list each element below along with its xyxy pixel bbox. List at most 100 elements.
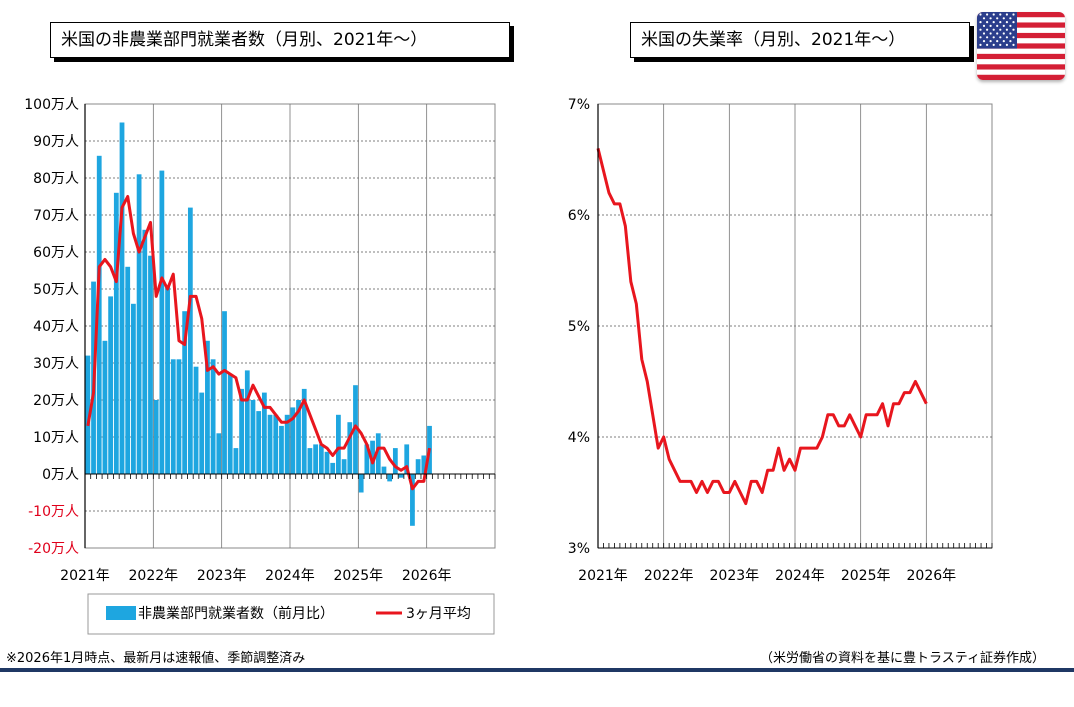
- y-tick-label: 0万人: [42, 467, 79, 483]
- y-tick-label: -10万人: [28, 504, 79, 520]
- employment-bar: [125, 266, 131, 474]
- employment-bar: [187, 207, 193, 474]
- employment-bar: [336, 414, 341, 474]
- y-tick-label: 3%: [568, 541, 590, 557]
- employment-bar: [267, 414, 273, 474]
- y-tick-label: 80万人: [33, 171, 79, 187]
- employment-bar: [375, 433, 381, 474]
- y-tick-label: -20万人: [28, 541, 79, 557]
- x-tick-label: 2025年: [841, 568, 891, 584]
- footnote-left: ※2026年1月時点、最新月は速報値、季節調整済み: [6, 651, 306, 666]
- employment-bar: [108, 296, 114, 474]
- employment-bar: [370, 440, 375, 474]
- employment-bar: [250, 400, 256, 474]
- y-tick-label: 10万人: [33, 430, 79, 446]
- employment-bar: [273, 414, 279, 474]
- employment-bar: [279, 425, 284, 474]
- x-tick-label: 2025年: [334, 568, 384, 584]
- employment-bar: [205, 340, 210, 474]
- employment-bar: [119, 122, 125, 474]
- x-tick-label: 2022年: [644, 568, 694, 584]
- employment-bar: [193, 366, 199, 474]
- employment-bar: [227, 374, 233, 474]
- employment-bar: [358, 474, 364, 493]
- employment-bar: [392, 448, 398, 474]
- employment-bar: [324, 451, 330, 474]
- x-tick-label: 2021年: [60, 568, 110, 584]
- employment-bar: [239, 388, 244, 474]
- employment-chart: 100万人 90万人 80万人 70万人 60万人 50万人 40万人 30万人 20万人 10万…: [24, 97, 496, 584]
- left-chart-title: 米国の非農業部門就業者数（月別、2021年～）: [50, 22, 510, 58]
- employment-bar: [387, 474, 393, 482]
- employment-bar: [261, 392, 267, 474]
- y-tick-label: 70万人: [33, 208, 79, 224]
- employment-bar: [410, 474, 415, 526]
- employment-bar: [199, 392, 205, 474]
- employment-bar: [421, 455, 427, 474]
- employment-bar: [364, 444, 370, 474]
- x-tick-label: 2021年: [578, 568, 628, 584]
- employment-bar: [102, 340, 108, 474]
- y-tick-label: 7%: [568, 97, 590, 113]
- source-note: （米労働省の資料を基に豊トラスティ証券作成）: [760, 651, 1045, 666]
- employment-bar: [182, 311, 188, 474]
- y-tick-label: 5%: [568, 319, 590, 335]
- employment-bar: [244, 370, 250, 474]
- x-tick-label: 2026年: [907, 568, 957, 584]
- employment-bar: [313, 444, 319, 474]
- employment-bar: [307, 448, 313, 474]
- employment-bar: [353, 385, 358, 474]
- employment-bar: [136, 174, 142, 475]
- employment-bar: [256, 411, 262, 474]
- employment-bar: [96, 155, 102, 475]
- employment-bar: [153, 400, 159, 474]
- employment-bar: [318, 444, 324, 474]
- employment-bar: [142, 229, 148, 474]
- right-chart-title: 米国の失業率（月別、2021年～）: [630, 22, 970, 58]
- employment-bar: [301, 388, 307, 474]
- y-tick-label: 30万人: [33, 356, 79, 372]
- employment-bar: [216, 433, 222, 474]
- employment-bar: [296, 400, 301, 474]
- employment-bar: [131, 303, 136, 474]
- employment-bar: [148, 255, 153, 474]
- unemployment-chart: 7% 6% 5% 4% 3% 2021年 2022年 2023年 2024年 2025年 2026…: [568, 97, 993, 584]
- employment-bar: [170, 359, 176, 474]
- employment-legend: 非農業部門就業者数（前月比） 3ヶ月平均: [87, 593, 495, 635]
- employment-bar: [404, 444, 410, 474]
- employment-bar: [176, 359, 182, 474]
- employment-bar: [415, 459, 421, 474]
- employment-bar: [398, 474, 404, 478]
- employment-bar: [165, 285, 170, 474]
- employment-bar: [159, 170, 165, 474]
- y-tick-label: 50万人: [33, 282, 79, 298]
- employment-bar: [113, 192, 119, 475]
- y-tick-label: 100万人: [24, 97, 79, 113]
- employment-bar: [341, 459, 347, 474]
- employment-bar: [233, 448, 239, 474]
- x-tick-label: 2026年: [402, 568, 452, 584]
- y-tick-label: 90万人: [33, 134, 79, 150]
- x-tick-label: 2022年: [129, 568, 179, 584]
- y-tick-label: 20万人: [33, 393, 79, 409]
- x-tick-label: 2024年: [775, 568, 825, 584]
- y-tick-label: 4%: [568, 430, 590, 446]
- legend-bar-label: 非農業部門就業者数（前月比）: [138, 605, 334, 622]
- legend-line-label: 3ヶ月平均: [406, 606, 471, 622]
- footer-divider: [0, 668, 1074, 672]
- employment-3m-average-line: [86, 195, 431, 491]
- us-flag-icon: [977, 12, 1065, 80]
- y-tick-label: 40万人: [33, 319, 79, 335]
- employment-bar: [347, 422, 353, 474]
- unemployment-rate-line: [596, 148, 928, 506]
- employment-bar: [85, 355, 91, 474]
- x-tick-label: 2023年: [197, 568, 247, 584]
- employment-bar: [222, 311, 227, 474]
- x-tick-label: 2024年: [265, 568, 315, 584]
- y-tick-label: 6%: [568, 208, 590, 224]
- employment-bar: [330, 462, 336, 474]
- y-tick-label: 60万人: [33, 245, 79, 261]
- employment-bar: [210, 359, 216, 474]
- legend-bar-swatch: [106, 606, 136, 620]
